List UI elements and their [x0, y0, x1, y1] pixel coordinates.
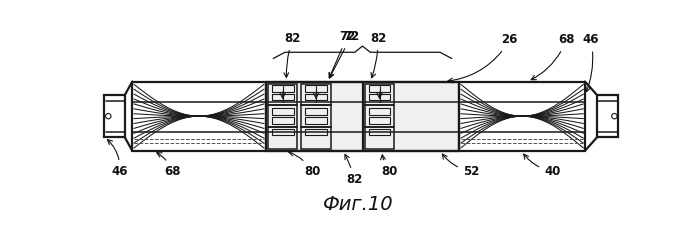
Bar [598, 95, 618, 137]
Text: 52: 52 [442, 154, 480, 178]
Bar [368, 85, 391, 92]
Text: 26: 26 [448, 34, 518, 83]
Bar [368, 129, 391, 135]
Bar [301, 105, 331, 127]
Bar [363, 81, 459, 151]
Bar [266, 81, 363, 151]
Bar [368, 108, 391, 115]
Bar [272, 94, 294, 100]
Bar [272, 108, 294, 115]
Bar [365, 105, 394, 127]
Bar [272, 129, 294, 135]
Bar [305, 94, 327, 100]
Bar [301, 84, 331, 105]
Text: 72: 72 [329, 30, 359, 78]
Bar [272, 85, 294, 92]
Text: 82: 82 [345, 154, 363, 186]
Text: 46: 46 [583, 34, 599, 92]
Bar [365, 127, 394, 148]
Text: 82: 82 [370, 32, 386, 78]
Text: Фиг.10: Фиг.10 [322, 195, 393, 214]
Text: 68: 68 [531, 34, 575, 80]
Bar [305, 129, 327, 135]
Text: 80: 80 [380, 155, 398, 178]
Text: 72: 72 [329, 30, 355, 78]
Bar [368, 117, 391, 124]
Text: 46: 46 [108, 140, 128, 178]
Bar [104, 95, 124, 137]
Bar [301, 127, 331, 148]
Bar [268, 127, 297, 148]
Bar [365, 84, 394, 105]
Bar [305, 85, 327, 92]
Text: 40: 40 [524, 154, 561, 178]
Bar [305, 108, 327, 115]
Text: 68: 68 [157, 153, 181, 178]
Bar [272, 117, 294, 124]
Bar [268, 84, 297, 105]
Bar [305, 117, 327, 124]
Text: 80: 80 [289, 151, 320, 178]
Text: 82: 82 [284, 32, 301, 78]
Bar [268, 105, 297, 127]
Bar [368, 94, 391, 100]
